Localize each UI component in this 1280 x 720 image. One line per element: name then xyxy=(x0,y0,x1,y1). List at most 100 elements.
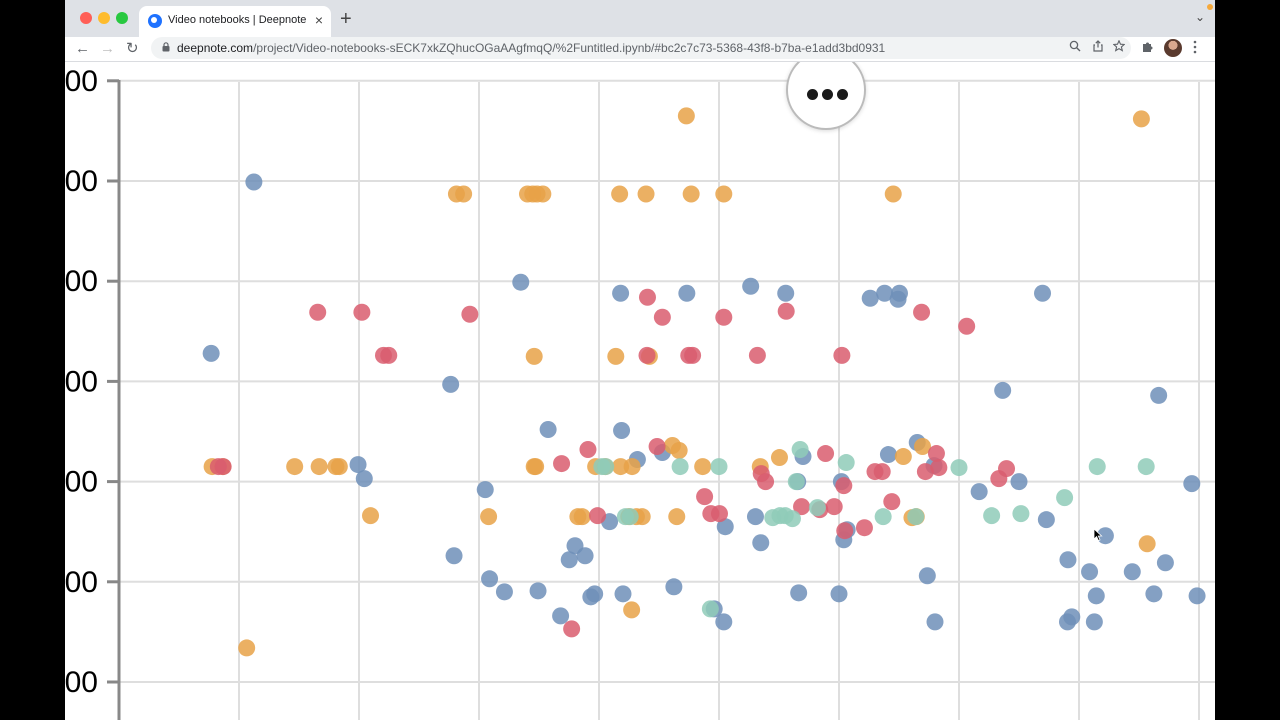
scatter-point-red xyxy=(589,507,607,525)
scatter-point-blue xyxy=(890,284,908,302)
scatter-point-blue xyxy=(445,547,463,565)
search-icon[interactable] xyxy=(1069,40,1081,52)
scatter-point-blue xyxy=(1087,587,1105,605)
scatter-point-red xyxy=(958,317,976,335)
scatter-point-orange xyxy=(330,458,348,476)
scatter-point-teal xyxy=(1088,458,1106,476)
scatter-point-blue xyxy=(678,284,696,302)
tab-strip: Video notebooks | Deepnote × + ⌄ xyxy=(65,0,1215,37)
scatter-point-red xyxy=(817,445,835,463)
scatter-point-orange xyxy=(362,507,380,525)
scatter-point-orange xyxy=(286,458,304,476)
scatter-point-orange xyxy=(310,458,328,476)
scatter-point-blue xyxy=(777,284,795,302)
profile-avatar[interactable] xyxy=(1164,39,1182,57)
scatter-point-orange xyxy=(715,185,733,203)
scatter-point-blue xyxy=(861,289,879,307)
kebab-icon[interactable] xyxy=(1193,40,1197,54)
scatter-point-teal xyxy=(783,510,801,528)
back-button[interactable]: ← xyxy=(75,40,90,57)
scatter-point-orange xyxy=(670,442,688,460)
scatter-point-red xyxy=(638,346,656,364)
scatter-point-blue xyxy=(614,585,632,603)
scatter-point-orange xyxy=(884,185,902,203)
scatter-point-orange xyxy=(668,508,686,526)
scatter-point-blue xyxy=(1034,284,1052,302)
scatter-point-teal xyxy=(1012,505,1030,523)
url-path: /project/Video-notebooks-sECK7xkZQhucOGa… xyxy=(253,41,886,55)
mouse-cursor-icon xyxy=(1093,528,1103,542)
scatter-point-teal xyxy=(787,473,805,491)
scatter-point-blue xyxy=(539,420,557,438)
scatter-point-teal xyxy=(874,508,892,526)
tab-video-notebooks[interactable]: Video notebooks | Deepnote × xyxy=(139,6,331,37)
scatter-point-red xyxy=(835,477,853,495)
scatter-point-teal xyxy=(791,441,809,459)
scatter-point-orange xyxy=(611,185,629,203)
scatter-point-teal xyxy=(1137,458,1155,476)
scatter-point-blue xyxy=(1059,551,1077,569)
scatter-point-orange xyxy=(914,438,932,456)
scatter-point-blue xyxy=(918,567,936,585)
scatter-point-blue xyxy=(349,456,367,474)
scatter-point-orange xyxy=(573,508,591,526)
scatter-point-red xyxy=(998,460,1016,478)
tab-title: Video notebooks | Deepnote xyxy=(168,14,307,26)
scatter-point-red xyxy=(653,308,671,326)
forward-button[interactable]: → xyxy=(100,40,115,57)
share-icon[interactable] xyxy=(1092,40,1104,52)
scatter-point-blue xyxy=(746,508,764,526)
scatter-point-blue xyxy=(1010,473,1028,491)
y-tick-label: 00 xyxy=(65,666,98,699)
scatter-point-teal xyxy=(837,454,855,472)
scatter-point-blue xyxy=(495,583,513,601)
scatter-point-red xyxy=(748,346,766,364)
scatter-point-blue xyxy=(1081,563,1099,581)
scatter-point-blue xyxy=(612,284,630,302)
scatter-point-blue xyxy=(512,273,530,291)
scatter-point-blue xyxy=(879,446,897,464)
y-tick-label: 00 xyxy=(65,65,98,98)
window-minimize-button[interactable] xyxy=(98,12,110,24)
browser-window: Video notebooks | Deepnote × + ⌄ ← → ↻ d… xyxy=(65,0,1215,720)
scatter-point-blue xyxy=(1145,585,1163,603)
scatter-point-teal xyxy=(597,458,615,476)
scatter-point-blue xyxy=(552,607,570,625)
scatter-point-blue xyxy=(752,534,770,552)
new-tab-button[interactable]: + xyxy=(340,8,352,30)
scatter-point-blue xyxy=(245,173,263,191)
scatter-point-red xyxy=(684,346,702,364)
y-tick-label: 00 xyxy=(65,365,98,398)
scatter-point-blue xyxy=(481,570,499,588)
star-icon[interactable] xyxy=(1113,40,1125,52)
window-close-button[interactable] xyxy=(80,12,92,24)
scatter-point-blue xyxy=(876,284,894,302)
update-indicator-icon xyxy=(1207,4,1213,10)
puzzle-icon[interactable] xyxy=(1141,40,1154,53)
scatter-point-orange xyxy=(894,448,912,466)
browser-toolbar: ← → ↻ deepnote.com/project/Video-noteboo… xyxy=(65,37,1215,62)
more-options-button[interactable] xyxy=(786,62,866,130)
scatter-point-blue xyxy=(1156,554,1174,572)
scatter-point-blue xyxy=(830,585,848,603)
scatter-point-orange xyxy=(694,458,712,476)
scatter-point-red xyxy=(757,473,775,491)
window-maximize-button[interactable] xyxy=(116,12,128,24)
scatter-point-blue xyxy=(1188,587,1206,605)
scatter-point-orange xyxy=(1132,110,1150,128)
scatter-point-blue xyxy=(355,470,373,488)
tab-search-chevron-icon[interactable]: ⌄ xyxy=(1194,10,1205,24)
scatter-point-orange xyxy=(525,347,543,365)
scatter-point-blue xyxy=(742,277,760,295)
tab-close-icon[interactable]: × xyxy=(314,12,323,28)
scatter-point-blue xyxy=(994,381,1012,399)
scatter-point-red xyxy=(793,498,811,516)
scatter-point-orange xyxy=(455,185,473,203)
address-bar[interactable]: deepnote.com/project/Video-notebooks-sEC… xyxy=(151,37,1131,59)
reload-button[interactable]: ↻ xyxy=(126,40,139,57)
scatter-point-orange xyxy=(534,185,552,203)
scatter-point-blue xyxy=(1037,511,1055,529)
scatter-point-blue xyxy=(560,551,578,569)
scatter-point-red xyxy=(715,308,733,326)
scatter-point-teal xyxy=(701,600,719,618)
